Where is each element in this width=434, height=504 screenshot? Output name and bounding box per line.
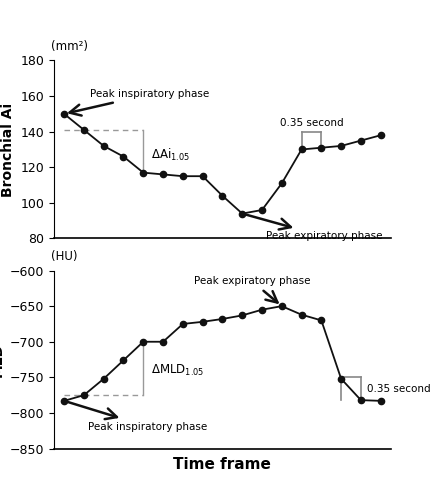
Text: Peak expiratory phase: Peak expiratory phase	[194, 276, 310, 302]
Text: $\Delta$MLD$_{1.05}$: $\Delta$MLD$_{1.05}$	[151, 363, 205, 378]
Text: Peak expiratory phase: Peak expiratory phase	[245, 214, 382, 241]
Text: 0.35 second: 0.35 second	[279, 118, 343, 128]
Y-axis label: MLD: MLD	[0, 343, 4, 376]
Text: 0.35 second: 0.35 second	[367, 384, 431, 394]
Y-axis label: Bronchial Ai: Bronchial Ai	[1, 102, 15, 197]
Text: Peak inspiratory phase: Peak inspiratory phase	[69, 89, 209, 115]
Text: Peak inspiratory phase: Peak inspiratory phase	[67, 402, 207, 431]
X-axis label: Time frame: Time frame	[174, 457, 271, 472]
Text: (HU): (HU)	[51, 250, 77, 264]
Text: $\Delta$Ai$_{1.05}$: $\Delta$Ai$_{1.05}$	[151, 147, 190, 163]
Text: (mm²): (mm²)	[51, 40, 88, 53]
